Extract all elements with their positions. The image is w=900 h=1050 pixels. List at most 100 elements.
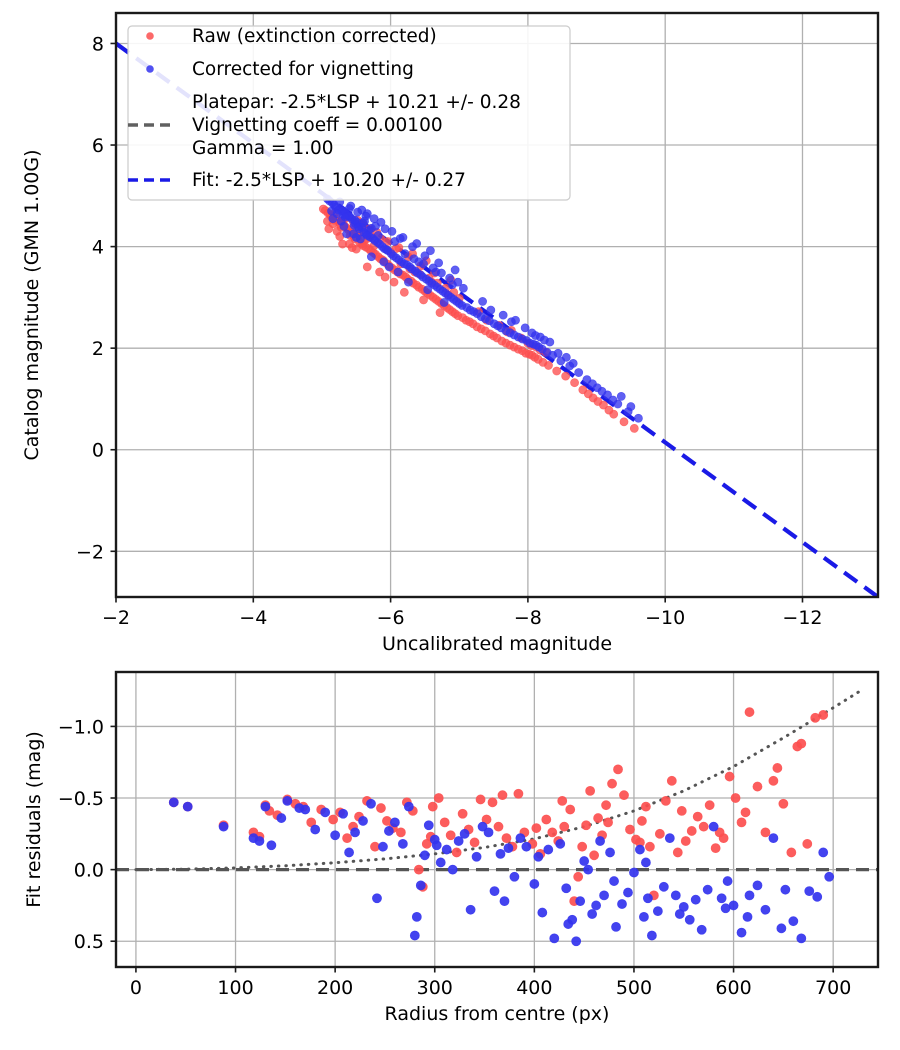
plot-area <box>116 687 878 947</box>
data-point <box>684 914 695 925</box>
data-point <box>543 844 554 855</box>
data-point <box>730 793 741 803</box>
data-point <box>716 893 727 904</box>
data-point <box>409 254 419 264</box>
data-point <box>639 911 649 922</box>
data-point <box>658 881 669 892</box>
data-point <box>533 851 544 862</box>
data-point <box>394 243 404 253</box>
data-point <box>366 223 376 233</box>
data-point <box>327 206 336 216</box>
data-point <box>395 827 406 838</box>
data-point <box>539 335 549 345</box>
legend-entry-platepar-line3[interactable]: Gamma = 1.00 <box>192 138 334 159</box>
data-point <box>698 821 709 832</box>
data-point <box>498 310 508 320</box>
xtick-label: 400 <box>516 977 552 999</box>
data-point <box>345 204 354 213</box>
data-point <box>483 827 494 838</box>
data-point <box>450 309 460 319</box>
data-point <box>411 911 422 922</box>
data-point <box>431 840 442 851</box>
data-point <box>686 826 697 836</box>
data-point <box>724 771 735 782</box>
data-point <box>776 923 787 934</box>
data-point <box>557 795 568 806</box>
data-point <box>605 847 615 858</box>
data-point <box>509 871 520 882</box>
data-point <box>501 326 511 336</box>
data-point <box>353 207 363 217</box>
data-point <box>485 316 494 326</box>
data-point <box>362 231 372 240</box>
data-point <box>824 871 835 882</box>
data-point <box>549 933 560 944</box>
data-point <box>276 813 287 823</box>
data-point <box>604 405 614 415</box>
data-point <box>619 417 629 427</box>
xtick-label: 500 <box>616 977 652 999</box>
data-point <box>472 322 482 332</box>
legend-entry-platepar-line2[interactable]: Vignetting coeff = 0.00100 <box>128 115 443 136</box>
data-point <box>637 816 647 826</box>
data-point <box>380 272 390 282</box>
data-point <box>589 850 600 861</box>
data-point <box>493 821 504 832</box>
legend-entry-platepar-line1[interactable]: Platepar: -2.5*LSP + 10.21 +/- 0.28 <box>192 92 521 113</box>
ytick-label: 2 <box>92 338 104 360</box>
data-point <box>477 821 488 832</box>
data-point <box>752 880 763 891</box>
legend-entry-corrected[interactable]: Corrected for vignetting <box>146 59 414 80</box>
data-point <box>570 378 579 388</box>
data-point <box>347 243 357 253</box>
data-point <box>435 857 446 868</box>
data-point <box>453 836 464 846</box>
data-point <box>513 344 523 354</box>
xtick-label: −2 <box>102 607 130 629</box>
data-point <box>744 890 755 901</box>
data-point <box>387 226 397 236</box>
data-point <box>465 904 476 915</box>
data-point <box>680 836 691 846</box>
data-point <box>616 392 626 401</box>
data-point <box>629 424 639 433</box>
data-point <box>818 710 829 720</box>
data-point <box>760 827 771 838</box>
data-point <box>338 808 349 819</box>
data-point <box>666 775 677 786</box>
data-point <box>629 867 639 878</box>
data-point <box>373 231 383 240</box>
data-point <box>260 801 271 812</box>
ticks: 0 100 200 300 400 500 600 700 0.5 0.0 −0.5 −1.0 <box>58 716 851 999</box>
data-point <box>736 817 747 828</box>
legend-entry-fit[interactable]: Fit: -2.5*LSP + 10.20 +/- 0.27 <box>128 170 466 191</box>
data-point <box>503 843 514 854</box>
legend-box <box>127 25 571 201</box>
ytick-label: −1.0 <box>58 716 104 738</box>
data-point <box>428 263 438 273</box>
data-point <box>375 267 385 277</box>
data-point <box>597 386 607 396</box>
data-point <box>476 312 486 322</box>
xtick-label: −12 <box>782 607 822 629</box>
data-point <box>351 233 361 242</box>
data-point <box>617 899 627 909</box>
data-point <box>376 803 386 813</box>
data-point <box>497 790 508 801</box>
data-point <box>740 807 751 818</box>
data-point <box>420 251 430 261</box>
data-point <box>384 262 394 272</box>
data-point <box>541 814 552 825</box>
data-point <box>497 336 507 346</box>
ticks: −2 −4 −6 −8 −10 −12 −2 0 2 4 6 8 <box>76 33 823 629</box>
data-point <box>218 821 229 832</box>
legend-entry-raw[interactable]: Raw (extinction corrected) <box>146 26 437 47</box>
data-point <box>458 283 468 293</box>
data-point <box>489 331 498 341</box>
data-point <box>565 804 576 815</box>
data-point <box>505 340 515 350</box>
data-point <box>520 323 530 333</box>
gridlines <box>116 672 878 967</box>
data-point <box>489 886 500 897</box>
data-point <box>462 303 472 312</box>
